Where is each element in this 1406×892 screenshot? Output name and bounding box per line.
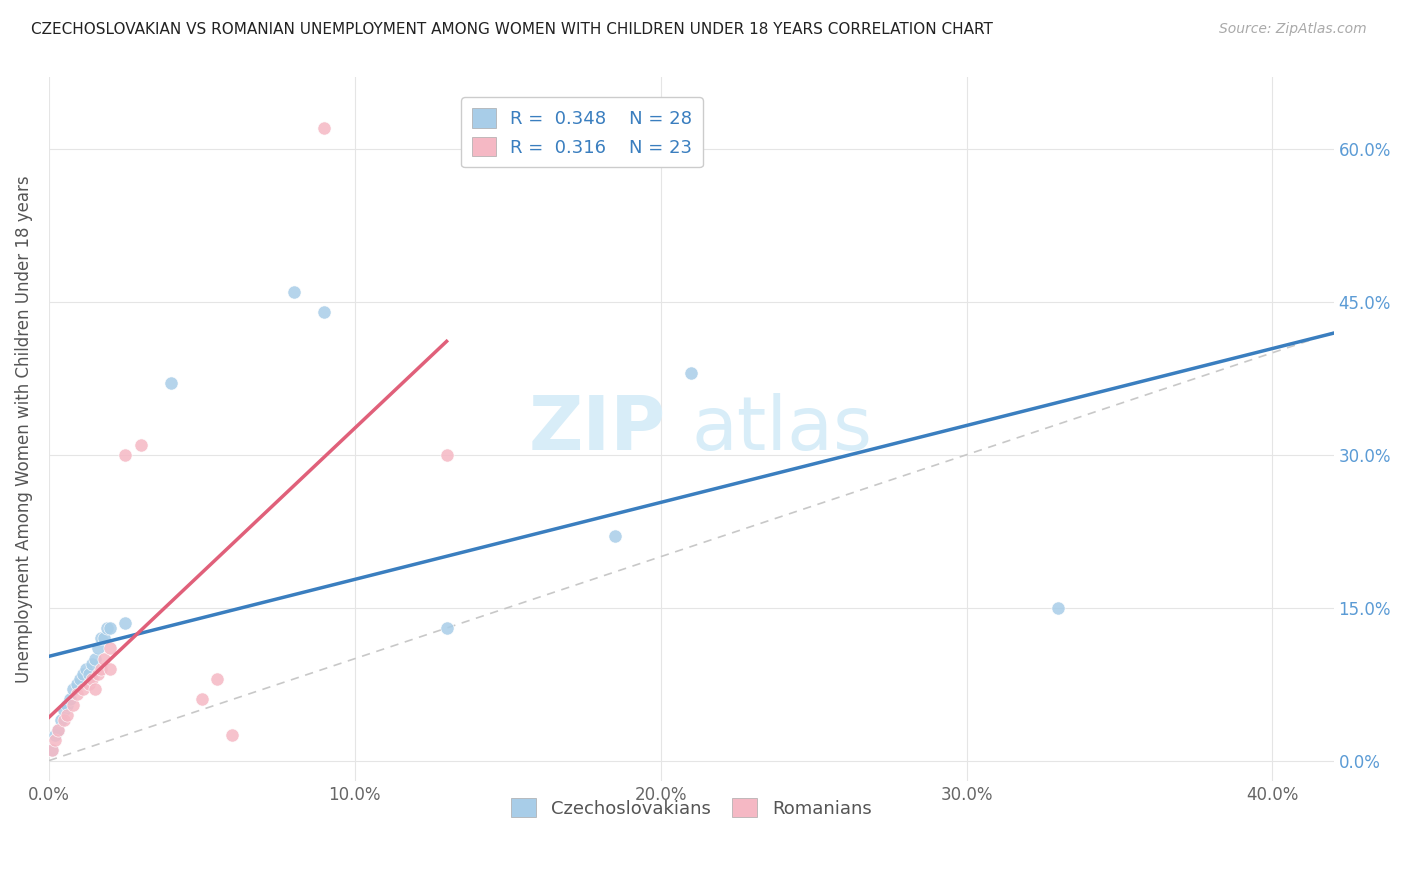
- Text: CZECHOSLOVAKIAN VS ROMANIAN UNEMPLOYMENT AMONG WOMEN WITH CHILDREN UNDER 18 YEAR: CZECHOSLOVAKIAN VS ROMANIAN UNEMPLOYMENT…: [31, 22, 993, 37]
- Point: [53, 713, 76, 727]
- Point: [62, 698, 84, 712]
- Point: [65, 687, 87, 701]
- Point: [129, 437, 152, 451]
- Point: [62, 682, 84, 697]
- Point: [93, 651, 115, 665]
- Point: [51, 713, 73, 727]
- Point: [93, 632, 115, 646]
- Point: [46, 723, 69, 737]
- Point: [56, 698, 79, 712]
- Point: [80, 657, 103, 671]
- Point: [87, 667, 110, 681]
- Point: [44, 728, 66, 742]
- Point: [44, 733, 66, 747]
- Text: ZIP: ZIP: [529, 392, 665, 466]
- Point: [98, 621, 121, 635]
- Point: [41, 743, 63, 757]
- Point: [160, 376, 183, 391]
- Point: [191, 692, 214, 706]
- Point: [436, 621, 458, 635]
- Point: [87, 641, 110, 656]
- Point: [98, 662, 121, 676]
- Point: [114, 448, 136, 462]
- Point: [96, 621, 118, 635]
- Point: [681, 366, 703, 380]
- Point: [77, 677, 100, 691]
- Point: [83, 651, 105, 665]
- Point: [77, 667, 100, 681]
- Point: [75, 662, 97, 676]
- Point: [69, 672, 91, 686]
- Point: [221, 728, 243, 742]
- Y-axis label: Unemployment Among Women with Children Under 18 years: Unemployment Among Women with Children U…: [15, 176, 32, 683]
- Point: [90, 662, 112, 676]
- Point: [59, 692, 82, 706]
- Text: atlas: atlas: [692, 392, 872, 466]
- Text: Source: ZipAtlas.com: Source: ZipAtlas.com: [1219, 22, 1367, 37]
- Point: [56, 707, 79, 722]
- Point: [65, 677, 87, 691]
- Point: [114, 615, 136, 630]
- Point: [314, 305, 336, 319]
- Point: [436, 448, 458, 462]
- Point: [314, 121, 336, 136]
- Point: [72, 682, 94, 697]
- Point: [205, 672, 228, 686]
- Point: [603, 529, 626, 543]
- Point: [283, 285, 305, 299]
- Point: [98, 641, 121, 656]
- Point: [80, 672, 103, 686]
- Legend: Czechoslovakians, Romanians: Czechoslovakians, Romanians: [503, 790, 879, 825]
- Point: [83, 682, 105, 697]
- Point: [53, 703, 76, 717]
- Point: [90, 632, 112, 646]
- Point: [72, 667, 94, 681]
- Point: [41, 743, 63, 757]
- Point: [46, 723, 69, 737]
- Point: [1047, 600, 1070, 615]
